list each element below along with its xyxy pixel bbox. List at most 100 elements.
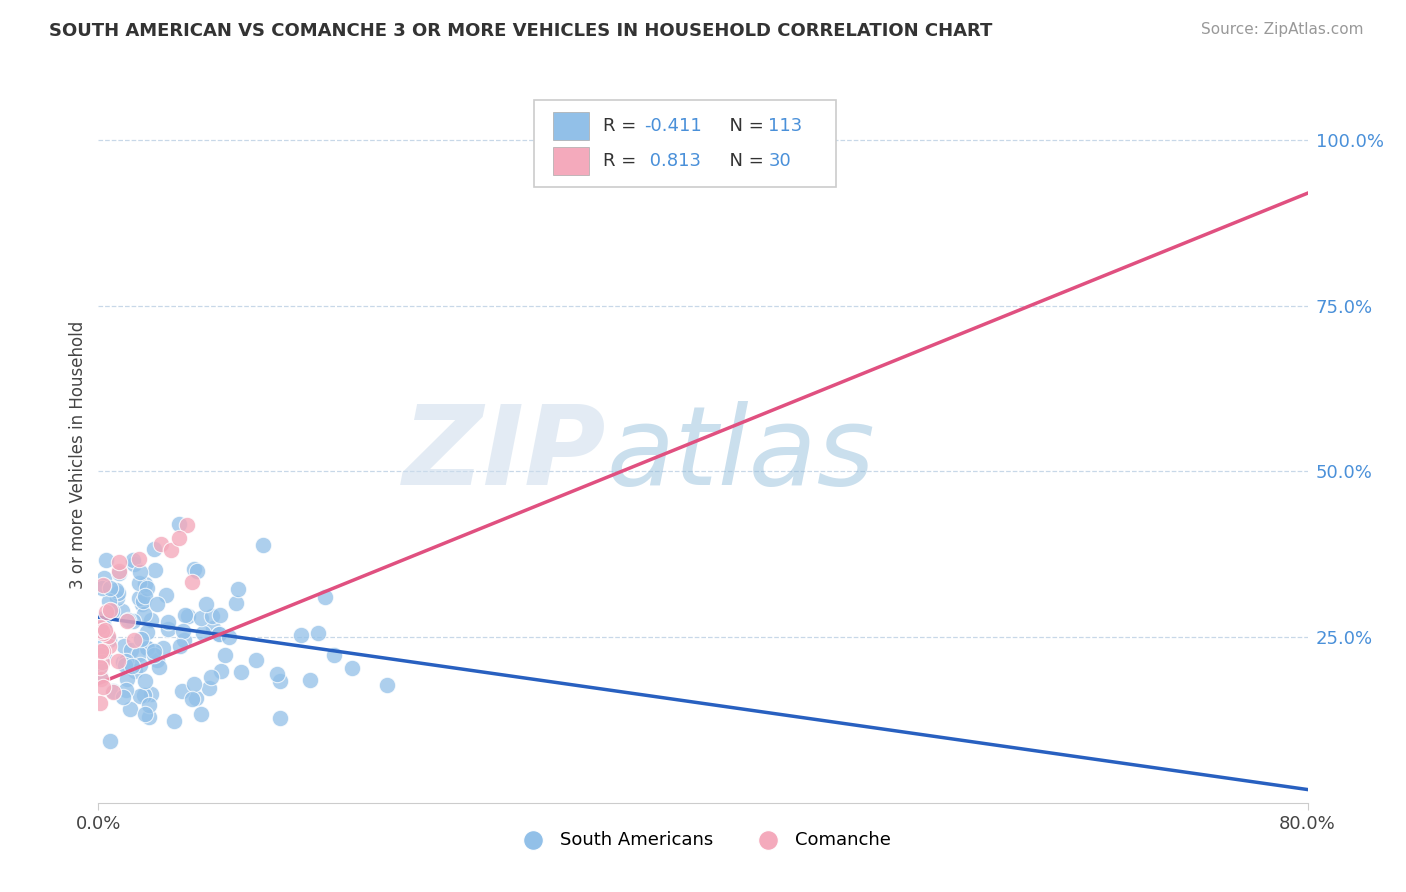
FancyBboxPatch shape [553,146,589,175]
Point [115,654,138,668]
Text: 0.813: 0.813 [644,152,700,169]
Point [135,625,157,640]
Point [98,593,121,607]
Point [117,613,139,627]
Point [193,626,215,640]
Y-axis label: 3 or more Vehicles in Household: 3 or more Vehicles in Household [69,321,87,589]
Point [229,665,252,679]
Point [114,658,136,673]
Point [89,669,111,683]
Point [167,531,190,545]
Point [98,639,121,653]
Point [101,604,124,618]
Point [97,630,120,644]
Point [128,565,150,579]
Point [132,594,155,608]
Point [134,577,156,591]
Point [322,648,344,663]
Point [93,648,115,663]
Point [107,586,129,600]
Point [181,575,204,590]
Point [93,571,115,585]
Point [104,582,127,597]
Point [107,566,129,581]
Point [131,597,153,611]
Point [91,639,114,653]
Point [209,608,232,623]
Point [98,633,121,648]
Point [108,564,131,578]
Point [218,631,240,645]
Point [90,672,112,686]
FancyBboxPatch shape [534,100,837,187]
Point [211,664,233,678]
Point [111,690,134,704]
Text: Source: ZipAtlas.com: Source: ZipAtlas.com [1201,22,1364,37]
Point [138,698,160,712]
Point [269,711,291,725]
Point [138,710,160,724]
Point [94,553,117,567]
Point [90,581,112,595]
Point [101,684,124,698]
Point [186,564,208,578]
Point [124,665,146,679]
Point [155,588,177,602]
Point [129,658,152,673]
Point [183,561,205,575]
Legend: South Americans, Comanche: South Americans, Comanche [508,824,898,856]
Point [298,673,321,687]
Text: atlas: atlas [606,401,875,508]
Point [143,563,166,577]
Point [200,670,222,684]
Point [139,613,162,627]
Point [135,640,157,654]
Point [134,706,156,721]
Point [121,658,143,673]
Point [143,542,166,557]
Point [225,596,247,610]
Point [128,551,150,566]
Point [214,648,236,663]
Point [122,557,145,571]
Point [174,608,197,623]
Point [115,683,138,698]
Text: R =: R = [603,152,641,169]
Point [226,582,249,596]
Point [132,607,155,622]
Point [160,542,183,557]
Point [134,589,156,603]
Point [128,647,150,661]
Point [190,611,212,625]
Point [290,627,312,641]
Point [201,608,224,623]
Point [112,639,135,653]
Point [98,733,121,747]
Text: -0.411: -0.411 [644,117,702,135]
Text: ZIP: ZIP [402,401,606,508]
Text: 30: 30 [768,152,792,169]
Point [93,620,115,634]
Point [122,632,145,647]
Point [148,660,170,674]
Point [89,660,111,674]
Point [266,667,288,681]
Point [176,517,198,532]
Point [89,620,111,634]
Point [94,623,117,637]
Text: SOUTH AMERICAN VS COMANCHE 3 OR MORE VEHICLES IN HOUSEHOLD CORRELATION CHART: SOUTH AMERICAN VS COMANCHE 3 OR MORE VEH… [49,22,993,40]
Point [90,644,112,658]
Text: N =: N = [717,117,769,135]
Point [195,597,218,611]
Point [269,673,291,688]
Point [132,688,155,702]
Point [201,621,224,635]
Point [163,714,186,728]
Point [307,626,329,640]
Point [156,615,179,629]
Point [252,538,274,552]
Point [143,644,166,658]
FancyBboxPatch shape [553,112,589,140]
Point [107,555,129,569]
Point [156,623,179,637]
